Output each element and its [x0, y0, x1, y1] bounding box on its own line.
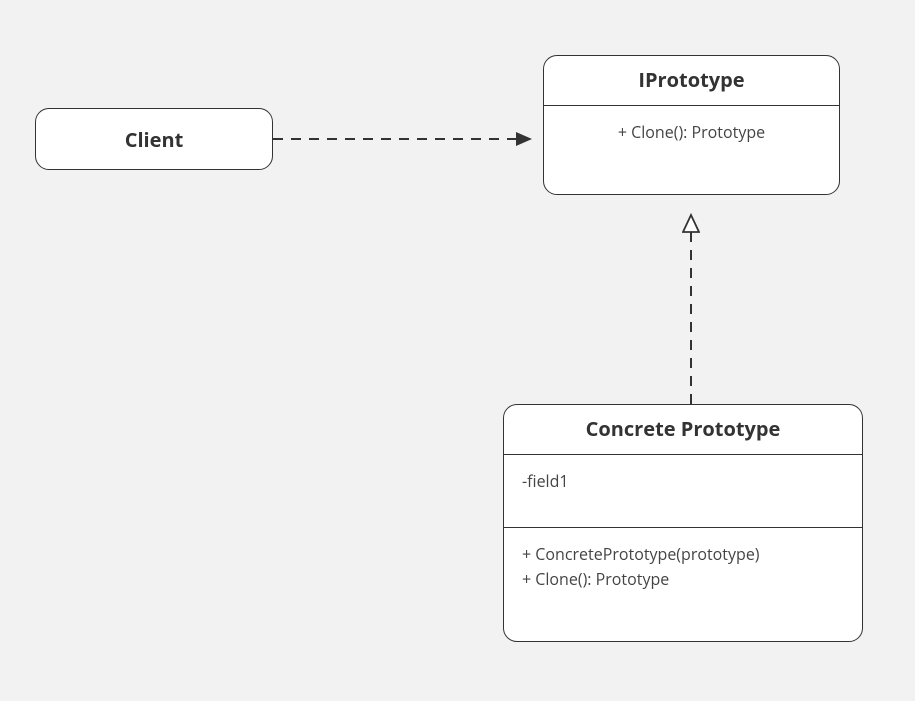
iprototype-title: IPrototype — [544, 56, 839, 106]
concrete-method-0: + ConcretePrototype(prototype) — [522, 542, 844, 567]
iprototype-methods: + Clone(): Prototype — [544, 106, 839, 159]
concrete-prototype-node: Concrete Prototype -field1 + ConcretePro… — [503, 404, 863, 642]
diagram-canvas: Client IPrototype + Clone(): Prototype C… — [0, 0, 915, 701]
concrete-title: Concrete Prototype — [504, 405, 862, 455]
concrete-field-0: -field1 — [522, 469, 844, 494]
iprototype-method-0: + Clone(): Prototype — [562, 120, 821, 145]
concrete-method-1: + Clone(): Prototype — [522, 567, 844, 592]
concrete-methods: + ConcretePrototype(prototype) + Clone()… — [504, 527, 862, 606]
iprototype-node: IPrototype + Clone(): Prototype — [543, 55, 840, 195]
concrete-fields: -field1 — [504, 455, 862, 527]
client-node: Client — [35, 108, 273, 170]
client-label: Client — [125, 126, 184, 153]
